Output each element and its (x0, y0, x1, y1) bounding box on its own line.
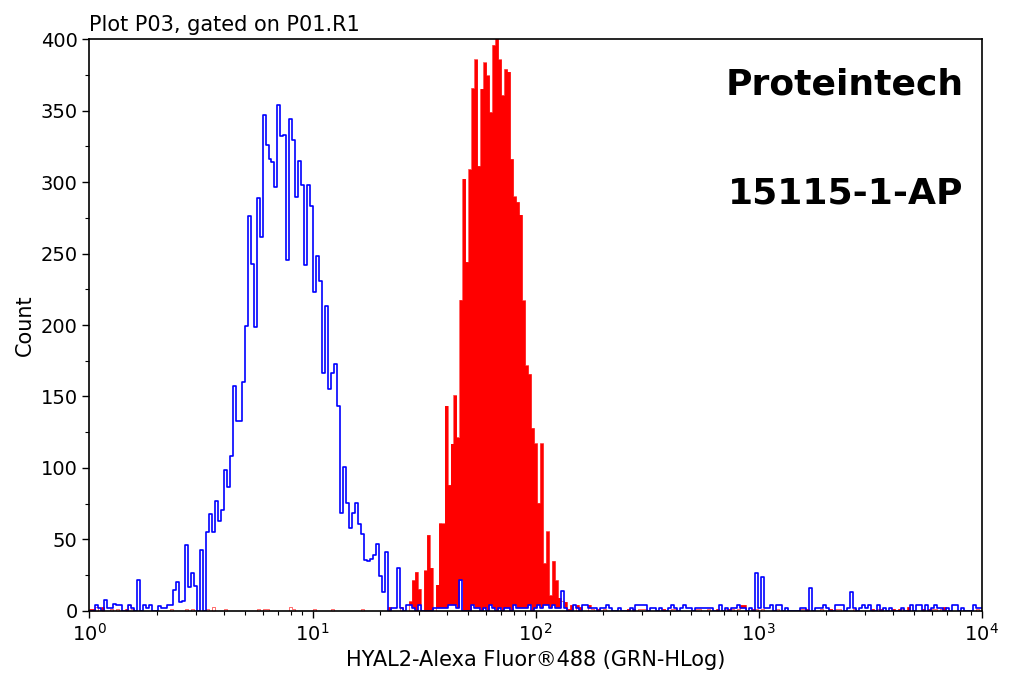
Text: Plot P03, gated on P01.R1: Plot P03, gated on P01.R1 (89, 15, 360, 35)
Text: 15115-1-AP: 15115-1-AP (728, 177, 963, 210)
Y-axis label: Count: Count (15, 295, 35, 356)
X-axis label: HYAL2-Alexa Fluor®488 (GRN-HLog): HYAL2-Alexa Fluor®488 (GRN-HLog) (346, 650, 725, 670)
Text: Proteintech: Proteintech (726, 68, 963, 102)
